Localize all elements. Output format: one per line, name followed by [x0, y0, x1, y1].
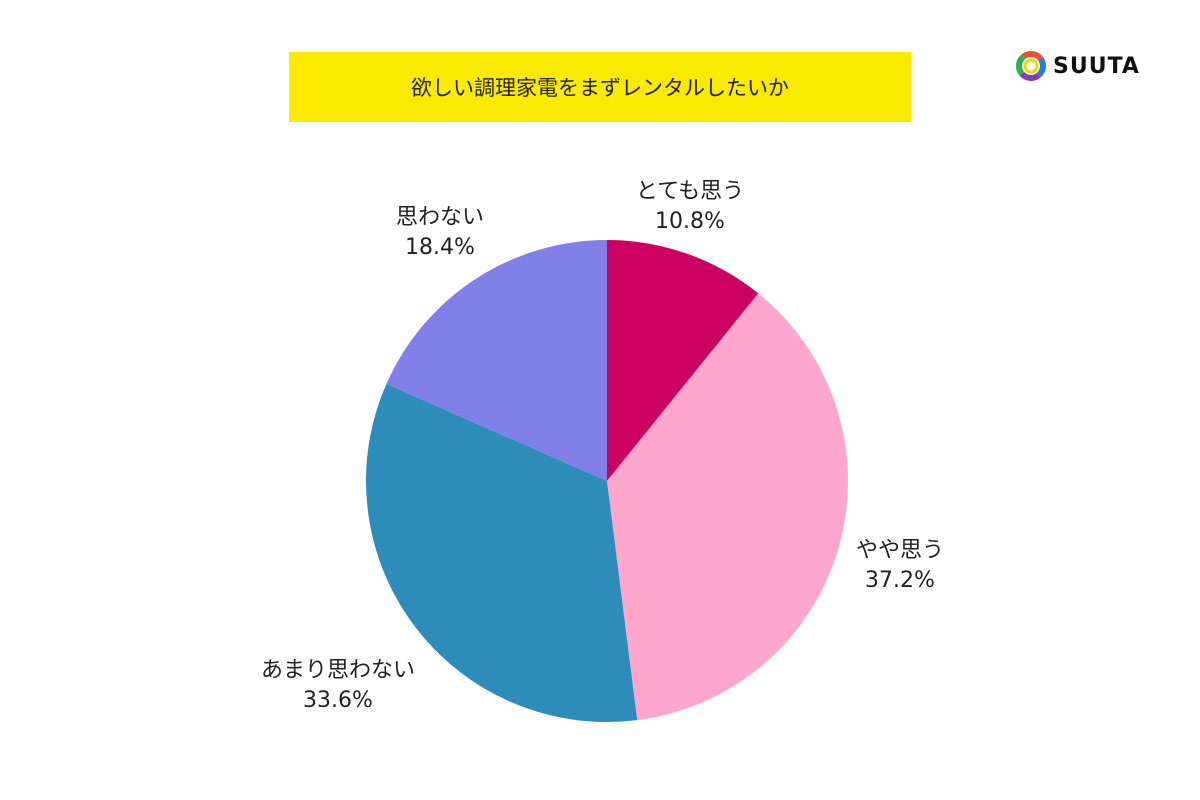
- logo-ring-icon: [1016, 51, 1046, 81]
- slice-value: 37.2%: [865, 568, 935, 593]
- pie-slice-1: [607, 293, 848, 721]
- slice-name: 思わない: [395, 205, 484, 230]
- slice-value: 18.4%: [405, 235, 475, 260]
- logo-text: SUUTA: [1053, 53, 1140, 79]
- slice-name: あまり思わない: [260, 658, 415, 683]
- slice-label-0: とても思う 10.8%: [590, 177, 790, 237]
- pie-slice-0: [607, 240, 759, 481]
- slice-value: 33.6%: [303, 688, 373, 713]
- chart-title: 欲しい調理家電をまずレンタルしたいか: [289, 52, 911, 122]
- slice-label-1: やや思う 37.2%: [800, 536, 1000, 596]
- chart-title-text: 欲しい調理家電をまずレンタルしたいか: [411, 76, 789, 100]
- pie-slice-3: [386, 240, 607, 481]
- logo: SUUTA: [1015, 50, 1140, 82]
- slice-label-3: 思わない 18.4%: [340, 203, 540, 263]
- slice-name: とても思う: [635, 179, 745, 204]
- pie-slice-2: [366, 383, 638, 722]
- slice-value: 10.8%: [655, 209, 725, 234]
- slice-label-2: あまり思わない 33.6%: [238, 656, 438, 716]
- slice-name: やや思う: [855, 538, 944, 563]
